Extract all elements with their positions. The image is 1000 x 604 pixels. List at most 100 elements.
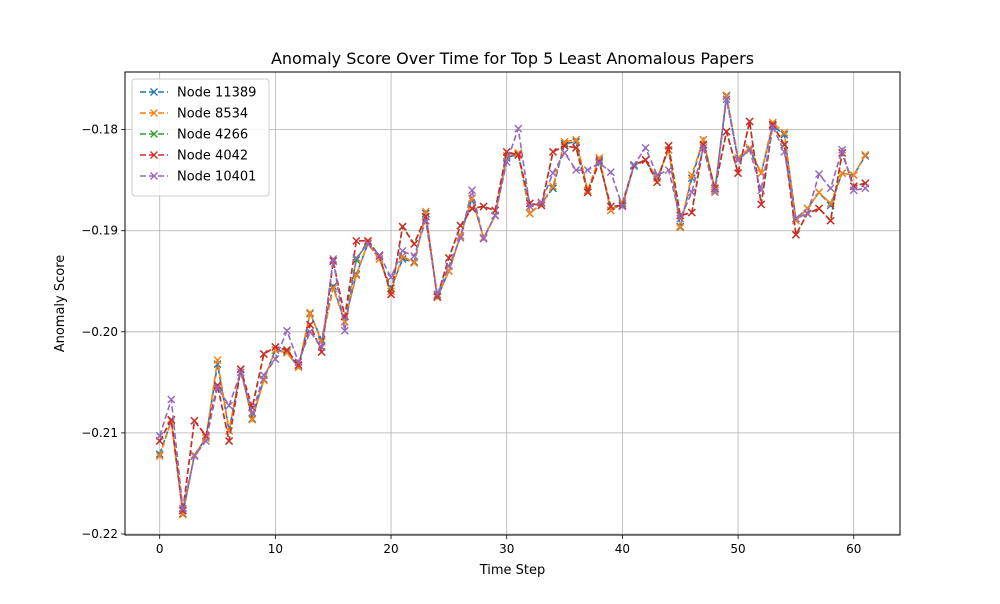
legend-item-node-11389: Node 11389	[140, 86, 256, 101]
data-point-marker	[560, 141, 569, 150]
series-line-node-10401	[158, 99, 866, 509]
data-point-marker	[468, 186, 477, 195]
data-point-marker	[236, 368, 245, 377]
data-point-marker	[687, 171, 696, 180]
data-point-marker	[849, 186, 858, 195]
data-point-marker	[340, 326, 349, 335]
data-point-marker	[757, 186, 766, 195]
data-point-marker	[410, 259, 419, 268]
data-point-marker	[306, 327, 315, 336]
legend-swatch-marker	[150, 151, 158, 159]
data-point-marker	[548, 182, 557, 191]
data-point-marker	[491, 211, 500, 220]
data-point-marker	[641, 143, 650, 152]
data-point-marker	[213, 381, 222, 390]
data-point-marker	[734, 169, 743, 178]
data-point-marker	[537, 198, 546, 207]
data-point-marker	[155, 431, 164, 440]
data-point-marker	[433, 292, 442, 301]
data-point-marker	[155, 452, 164, 461]
data-point-marker	[861, 150, 870, 159]
x-tick-label: 30	[499, 542, 514, 556]
plot-area-frame	[124, 71, 901, 536]
data-point-marker	[838, 145, 847, 154]
data-point-marker	[421, 216, 430, 225]
data-point-marker	[352, 254, 361, 263]
data-point-marker	[572, 143, 581, 152]
data-point-marker	[768, 122, 777, 131]
y-tick-label: −0.22	[81, 527, 118, 541]
legend-label: Node 10401	[177, 170, 256, 185]
data-point-marker	[178, 506, 187, 515]
data-point-marker	[815, 188, 824, 197]
data-point-marker	[479, 202, 488, 211]
data-point-marker	[722, 95, 731, 104]
data-point-marker	[282, 349, 291, 358]
axes: 0 10 20 30 40 50 60 −0.22 −0.21 −0.20 −0.19 −0.18	[81, 123, 861, 556]
data-point-marker	[282, 326, 291, 335]
data-point-marker	[248, 408, 257, 417]
data-point-marker	[583, 166, 592, 175]
data-point-marker	[687, 188, 696, 197]
data-point-marker	[791, 230, 800, 239]
data-point-marker	[745, 117, 754, 126]
data-point-marker	[803, 209, 812, 218]
data-point-marker	[699, 143, 708, 152]
x-tick-label: 10	[268, 542, 283, 556]
data-point-marker	[722, 127, 731, 136]
data-point-marker	[282, 346, 291, 354]
data-point-marker	[606, 202, 615, 211]
legend-swatch-marker	[150, 88, 158, 96]
data-point-marker	[572, 166, 581, 175]
data-point-marker	[259, 350, 268, 359]
data-point-marker	[444, 254, 453, 263]
legend-swatch-marker	[150, 172, 158, 180]
data-point-marker	[745, 143, 754, 152]
data-point-marker	[606, 168, 615, 177]
data-point-marker	[236, 365, 245, 374]
data-point-marker	[525, 209, 534, 218]
data-point-marker	[201, 433, 210, 442]
data-point-marker	[653, 178, 662, 187]
data-point-marker	[271, 342, 280, 351]
y-tick-label: −0.19	[81, 224, 118, 238]
data-point-marker	[167, 395, 176, 404]
legend-item-node-4266: Node 4266	[140, 128, 248, 143]
legend-label: Node 4042	[177, 149, 248, 164]
data-point-marker	[294, 358, 303, 367]
data-point-marker	[791, 214, 800, 223]
data-point-marker	[375, 250, 384, 259]
y-tick-label: −0.20	[81, 325, 118, 339]
series-layer	[155, 91, 870, 519]
data-point-marker	[664, 141, 673, 150]
data-point-marker	[560, 148, 569, 157]
data-point-marker	[398, 222, 407, 231]
legend-label: Node 11389	[177, 86, 256, 101]
data-point-marker	[791, 216, 800, 225]
data-point-marker	[676, 223, 685, 232]
data-point-marker	[329, 255, 338, 264]
legend-item-node-8534: Node 8534	[140, 107, 248, 122]
data-point-marker	[444, 262, 453, 271]
data-point-marker	[595, 158, 604, 167]
data-point-marker	[548, 147, 557, 156]
data-point-marker	[317, 342, 326, 351]
data-point-marker	[525, 202, 534, 211]
data-point-marker	[514, 150, 523, 159]
data-point-marker	[352, 256, 361, 265]
data-point-marker	[294, 361, 303, 370]
data-point-marker	[641, 155, 650, 164]
data-point-marker	[514, 148, 523, 157]
data-point-marker	[618, 202, 627, 211]
data-point-marker	[259, 371, 268, 380]
data-point-marker	[629, 161, 638, 169]
legend: Node 11389 Node 8534 Node 4266 Node 4042 Nod…	[131, 78, 270, 197]
data-point-marker	[433, 290, 442, 299]
data-point-marker	[514, 124, 523, 133]
data-point-marker	[826, 216, 835, 225]
x-tick-label: 0	[156, 542, 164, 556]
legend-label: Node 8534	[177, 107, 248, 122]
series-node-10401	[155, 95, 870, 513]
series-line-node-4042	[158, 121, 866, 511]
legend-swatch-marker	[150, 130, 158, 138]
